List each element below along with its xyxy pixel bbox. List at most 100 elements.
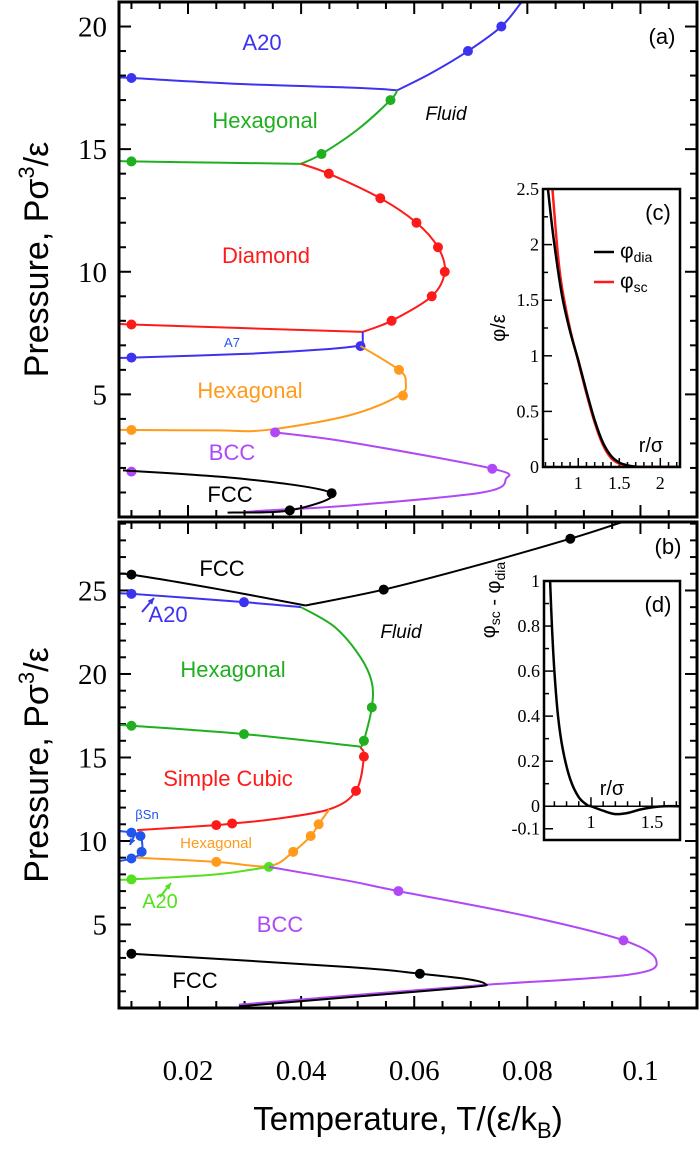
data-point-orange bbox=[126, 424, 137, 435]
phase-boundary-black bbox=[122, 469, 334, 514]
data-point-green bbox=[238, 729, 249, 740]
phase-label: Fluid bbox=[380, 622, 423, 643]
data-point-red bbox=[426, 291, 437, 302]
data-point-green bbox=[126, 720, 137, 731]
data-point-orange bbox=[397, 390, 408, 401]
phase-label: A20 bbox=[148, 602, 187, 627]
y-tick-label: 20 bbox=[78, 12, 107, 44]
y-tick-label: 15 bbox=[78, 742, 107, 774]
data-point-purple bbox=[487, 463, 498, 474]
data-point-blue bbox=[496, 21, 507, 32]
inset-x-tick-label: 1 bbox=[586, 812, 595, 832]
data-point-red bbox=[211, 820, 222, 831]
inset-y-tick-label: 0.4 bbox=[518, 706, 541, 726]
inset-panel-label: (c) bbox=[645, 200, 671, 225]
legend-subscript: sc bbox=[634, 279, 648, 295]
phase-boundary-green bbox=[119, 159, 302, 165]
data-point-black bbox=[284, 505, 295, 516]
legend-subscript: dia bbox=[634, 249, 653, 265]
inset-x-axis-label: r/σ bbox=[600, 778, 625, 800]
x-axis-title-paren: ) bbox=[552, 1100, 563, 1137]
annotation-arrows bbox=[129, 597, 172, 898]
inset-y-tick-label: 1.5 bbox=[517, 290, 540, 310]
data-point-purple bbox=[270, 427, 281, 438]
data-point-blue bbox=[126, 588, 137, 599]
y-tick-label: 15 bbox=[78, 134, 107, 166]
data-point-orange bbox=[288, 846, 299, 857]
inset-y-tick-label: 0.8 bbox=[518, 616, 541, 636]
phase-boundary-blue bbox=[119, 76, 398, 92]
legend-entry: φsc bbox=[620, 270, 648, 295]
inset-y-tick-label: 1 bbox=[531, 571, 540, 591]
inset-x-tick-label: 1 bbox=[574, 473, 583, 493]
inset-y-tick-label: 0 bbox=[531, 796, 540, 816]
y-tick-label: 5 bbox=[93, 379, 108, 411]
phase-boundary-blue bbox=[396, 2, 523, 92]
phase-label: Simple Cubic bbox=[163, 766, 293, 791]
x-axis-title-subscript: B bbox=[537, 1118, 552, 1143]
phase-boundary-black bbox=[119, 572, 306, 607]
y-tick-label: 10 bbox=[78, 257, 107, 289]
inset-y-label-text: φ/ε bbox=[488, 314, 510, 342]
phase-label: FCC bbox=[172, 968, 217, 993]
phase-label: Hexagonal bbox=[180, 657, 285, 682]
inset-curve bbox=[548, 581, 680, 816]
inset-x-axis-label: r/σ bbox=[639, 435, 664, 457]
series-group bbox=[119, 522, 658, 1008]
arrow-head bbox=[129, 838, 136, 845]
data-point-purple bbox=[618, 935, 629, 946]
data-point-black bbox=[565, 533, 576, 544]
phase-label: A20 bbox=[242, 30, 281, 55]
x-tick-label: 0.06 bbox=[389, 1055, 440, 1087]
phase-label: BCC bbox=[257, 912, 304, 937]
data-point-black bbox=[126, 948, 137, 959]
data-point-blue bbox=[126, 73, 137, 84]
phase-label: A20 bbox=[142, 891, 178, 913]
inset-background bbox=[543, 189, 680, 467]
data-point-red bbox=[386, 315, 397, 326]
phase-boundary-black bbox=[131, 952, 488, 1008]
data-point-orange bbox=[313, 819, 324, 830]
legend-symbol: φ bbox=[620, 240, 634, 263]
inset-y-tick-label: -0.1 bbox=[512, 819, 541, 839]
inset-frame bbox=[541, 187, 682, 469]
data-point-orange bbox=[305, 830, 316, 841]
x-tick-label: 0.08 bbox=[502, 1055, 553, 1087]
y-tick-label: 5 bbox=[93, 909, 108, 941]
data-point-green bbox=[126, 156, 137, 167]
plot-frame bbox=[117, 520, 699, 1010]
panel-label: (a) bbox=[649, 24, 676, 49]
legend-symbol: φ bbox=[620, 270, 634, 293]
data-point-black bbox=[326, 488, 337, 499]
y-axis-title-superscript: 3 bbox=[14, 166, 39, 178]
data-point-blue bbox=[462, 46, 473, 57]
data-point-red bbox=[432, 242, 443, 253]
data-point-black bbox=[126, 569, 137, 580]
phase-boundary-blue bbox=[119, 592, 302, 609]
phase-boundary-purple bbox=[244, 431, 511, 514]
phase-boundary-red bbox=[300, 162, 446, 333]
phase-boundary-black bbox=[305, 522, 623, 607]
phase-boundary-green bbox=[119, 723, 361, 748]
inset-series-group bbox=[548, 581, 680, 816]
inset-y-label-subscript: sc bbox=[487, 611, 503, 625]
x-axis-title: Temperature, T/(ε/kB) bbox=[253, 1100, 562, 1143]
inset-panel-label: (d) bbox=[645, 592, 672, 617]
data-point-green bbox=[316, 149, 327, 160]
data-point-orange bbox=[393, 364, 404, 375]
data-point-black bbox=[414, 968, 425, 979]
arrow-head bbox=[164, 883, 171, 890]
inset-y-tick-label: 2 bbox=[530, 235, 539, 255]
data-point-blue bbox=[238, 597, 249, 608]
phase-label: Hexagonal bbox=[197, 378, 302, 403]
inset-x-tick-label: 2 bbox=[656, 473, 665, 493]
inset-d: 1 1.5 -0.1 0 0.2 0.4 0.6 0.8 1 (d) r/σ φsc - φdia bbox=[478, 562, 682, 842]
phase-label: Hexagonal bbox=[212, 108, 317, 133]
inset-frame bbox=[542, 579, 682, 842]
inset-y-tick-label: 0.2 bbox=[518, 751, 541, 771]
inset-y-label-text: - φ bbox=[483, 580, 505, 611]
phase-label: FCC bbox=[199, 556, 244, 581]
